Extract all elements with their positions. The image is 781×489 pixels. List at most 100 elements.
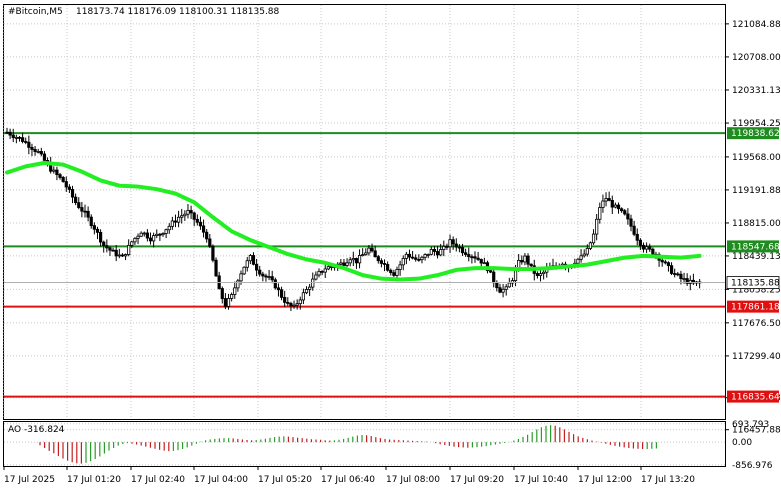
- candle-body: [304, 289, 309, 294]
- symbol-label: #Bitcoin,M5: [8, 7, 63, 17]
- candle-body: [439, 249, 443, 256]
- candle-body: [473, 256, 477, 259]
- price-tick-label: 117676.50: [732, 319, 781, 329]
- candle-body: [286, 301, 290, 304]
- candle-body: [638, 239, 642, 246]
- candle-body: [542, 271, 546, 275]
- candle-body: [161, 233, 165, 236]
- candle-body: [364, 252, 368, 256]
- candle-body: [529, 263, 533, 267]
- candle-body: [11, 134, 15, 138]
- candle-body: [267, 276, 271, 279]
- ao-tick-label: 0.00: [732, 438, 752, 448]
- horizontal-levels[interactable]: [4, 132, 725, 398]
- candle-body: [52, 169, 56, 172]
- candle-body: [386, 264, 390, 271]
- candle-body: [607, 198, 611, 201]
- ao-panel-border: [3, 421, 726, 467]
- ao-panel[interactable]: AO -316.824: [3, 421, 726, 467]
- candle-body: [454, 243, 458, 248]
- candle-body: [17, 136, 22, 139]
- candle-body: [230, 294, 234, 299]
- price-panel[interactable]: [3, 4, 726, 431]
- resistance-level-tag: [727, 127, 779, 140]
- candle-body: [351, 258, 355, 261]
- candle-body: [645, 246, 649, 250]
- candle-body: [445, 245, 449, 248]
- candle-body: [401, 258, 405, 266]
- candle-body: [482, 262, 486, 265]
- candle-body: [357, 255, 362, 264]
- candle-body: [64, 181, 68, 188]
- candle-body: [648, 246, 652, 250]
- candle-body: [407, 253, 412, 258]
- support-level-tag: [727, 390, 779, 403]
- candle-body: [629, 218, 633, 227]
- candle-body: [276, 287, 281, 291]
- candle-body: [651, 248, 655, 255]
- candle-body: [80, 207, 84, 212]
- candle-body: [242, 266, 246, 275]
- candle-body: [501, 288, 505, 293]
- price-level-tags: 119838.62 118547.68 117861.18 116835.64 1181…: [726, 127, 780, 403]
- candle-body: [111, 249, 115, 252]
- candle-body: [448, 239, 452, 248]
- candle-body: [95, 228, 100, 233]
- candle-body: [264, 275, 268, 278]
- price-tick-label: 119191.88: [732, 186, 781, 196]
- price-tick-label: 118815.00: [732, 219, 781, 229]
- candle-body: [245, 260, 249, 268]
- candle-body: [5, 131, 9, 134]
- candle-body: [601, 200, 605, 208]
- candle-body: [673, 273, 677, 275]
- candle-body: [108, 247, 112, 251]
- candle-body: [130, 241, 134, 246]
- candle-body: [233, 287, 237, 295]
- candle-body: [114, 249, 118, 257]
- candle-body: [641, 244, 646, 250]
- candle-body: [679, 273, 683, 280]
- candle-body: [598, 207, 602, 220]
- candle-series: [5, 127, 702, 312]
- candle-body: [467, 254, 471, 258]
- candle-body: [576, 258, 580, 264]
- candle-body: [404, 253, 408, 259]
- candle-body: [523, 255, 527, 263]
- candle-body: [414, 257, 418, 260]
- candle-body: [354, 258, 359, 264]
- candle-body: [323, 268, 327, 273]
- candle-body: [535, 273, 540, 276]
- candle-body: [258, 269, 262, 275]
- candle-body: [417, 258, 421, 261]
- candle-body: [626, 213, 630, 220]
- candle-body: [30, 146, 34, 150]
- candle-body: [526, 255, 530, 265]
- candle-body: [236, 280, 240, 289]
- candle-body: [61, 177, 65, 182]
- candle-body: [498, 287, 502, 293]
- ao-axis: 693.793 0.00 -856.976: [732, 420, 773, 471]
- candle-body: [342, 262, 346, 266]
- ao-label: AO -316.824: [8, 425, 65, 435]
- candle-body: [201, 225, 206, 233]
- time-tick-label: 17 Jul 05:20: [258, 475, 312, 485]
- candle-body: [666, 262, 671, 267]
- candle-body: [520, 260, 524, 263]
- candle-body: [591, 233, 596, 244]
- candle-body: [148, 237, 153, 242]
- resistance-level-tag: [727, 240, 779, 253]
- candle-body: [457, 246, 462, 249]
- support-level-label: 117861.18: [731, 303, 780, 313]
- candle-body: [120, 254, 125, 257]
- time-tick-label: 17 Jul 01:20: [67, 475, 121, 485]
- candle-body: [423, 254, 427, 258]
- candle-body: [382, 263, 387, 265]
- candle-body: [585, 248, 589, 255]
- price-tick-label: 116457.88: [732, 426, 781, 436]
- support-level-label: 116835.64: [731, 393, 780, 403]
- candle-body: [117, 254, 121, 257]
- candle-body: [298, 299, 302, 305]
- candle-body: [345, 262, 349, 266]
- candle-body: [164, 229, 168, 234]
